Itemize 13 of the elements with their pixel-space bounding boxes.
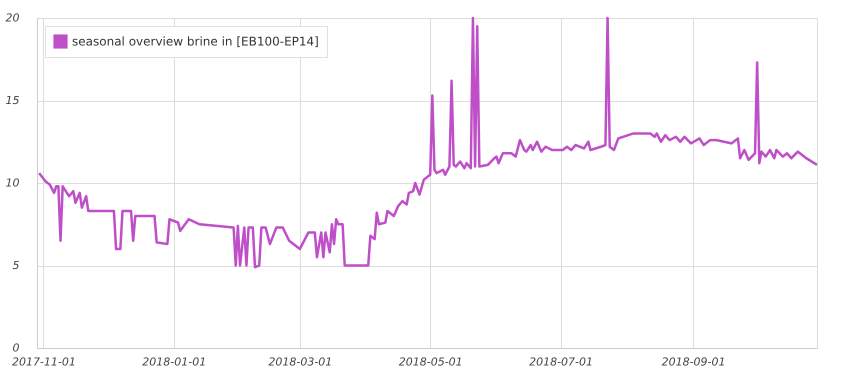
x-tick-label: 2018-05-01 (398, 356, 463, 368)
y-tick-label: 20 (6, 12, 20, 24)
x-tick-label: 2018-07-01 (529, 356, 594, 368)
y-tick-label: 10 (6, 176, 20, 190)
y-tick-label: 5 (12, 259, 20, 272)
y-tick-label: 0 (12, 342, 20, 354)
x-tick-label: 2018-09-01 (662, 356, 726, 368)
legend-label: seasonal overview brine in [EB100-EP14] (72, 34, 319, 48)
x-tick-label: 2018-01-01 (142, 356, 206, 368)
x-tick-label: 2017-11-01 (12, 356, 76, 368)
x-tick-label: 2018-03-01 (268, 356, 332, 368)
y-tick-label: 15 (6, 94, 20, 107)
line-series (38, 16, 818, 268)
